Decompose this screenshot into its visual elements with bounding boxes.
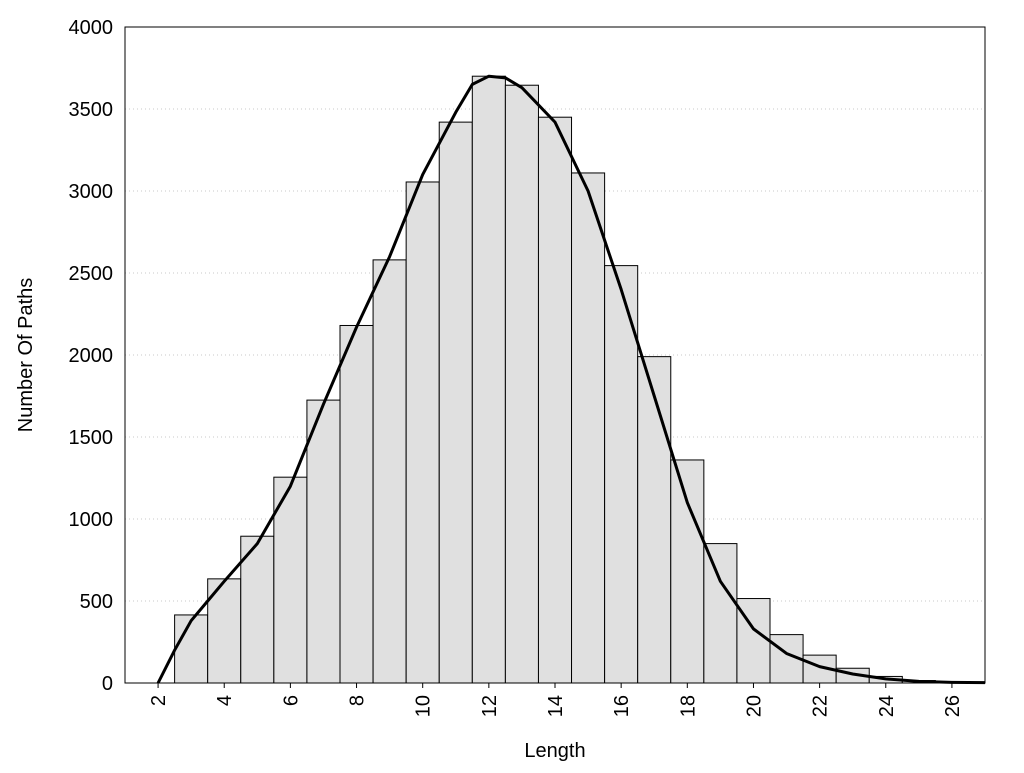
y-tick-label: 3000 bbox=[69, 181, 114, 203]
x-tick-label: 14 bbox=[545, 695, 567, 717]
x-tick-label: 20 bbox=[743, 695, 765, 717]
y-tick-label: 3500 bbox=[69, 99, 114, 121]
y-tick-label: 0 bbox=[102, 673, 113, 695]
y-axis-title: Number Of Paths bbox=[15, 278, 37, 433]
x-tick-label: 12 bbox=[479, 695, 501, 717]
bar bbox=[273, 476, 308, 684]
x-tick-label: 22 bbox=[810, 695, 832, 717]
x-tick-label: 26 bbox=[942, 695, 964, 717]
bar bbox=[306, 399, 341, 684]
density-line bbox=[156, 74, 986, 685]
bar bbox=[504, 84, 539, 684]
y-tick-label: 4000 bbox=[69, 17, 114, 39]
x-tick-label: 24 bbox=[876, 695, 898, 717]
y-tick-label: 2000 bbox=[69, 345, 114, 367]
bar bbox=[174, 614, 209, 684]
y-tick-label: 2500 bbox=[69, 263, 114, 285]
bar bbox=[537, 116, 573, 684]
x-tick-label: 4 bbox=[214, 695, 236, 706]
y-tick-label: 500 bbox=[80, 591, 113, 613]
bar bbox=[571, 172, 606, 684]
bar bbox=[471, 75, 506, 684]
bar bbox=[438, 121, 473, 684]
x-tick-label: 10 bbox=[413, 695, 435, 717]
x-tick-label: 18 bbox=[677, 695, 699, 717]
bar bbox=[637, 356, 672, 684]
x-tick-label: 8 bbox=[347, 695, 369, 706]
bar bbox=[405, 181, 440, 684]
bar bbox=[339, 324, 374, 684]
bar bbox=[240, 535, 275, 684]
bar bbox=[372, 259, 407, 684]
x-tick-label: 6 bbox=[280, 695, 302, 706]
bar bbox=[670, 459, 705, 684]
y-tick-label: 1000 bbox=[69, 509, 114, 531]
plot-frame bbox=[124, 26, 986, 684]
x-tick-label: 16 bbox=[611, 695, 633, 717]
x-tick-label: 2 bbox=[148, 695, 170, 706]
bar bbox=[703, 543, 738, 684]
x-axis-title: Length bbox=[524, 740, 585, 762]
y-tick-label: 1500 bbox=[69, 427, 114, 449]
